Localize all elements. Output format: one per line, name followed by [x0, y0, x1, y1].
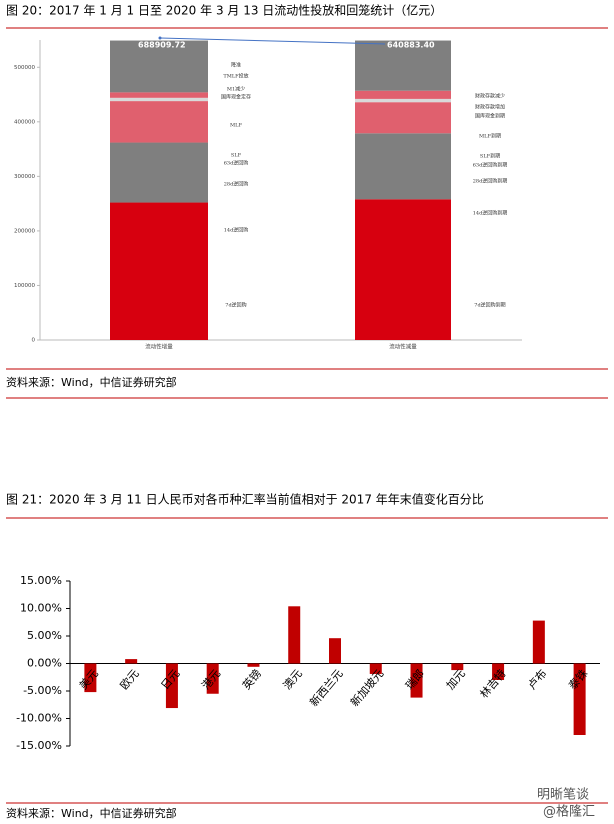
x-tick-label: 瑞郎 — [402, 666, 427, 692]
y-tick-label: 500000 — [14, 65, 35, 71]
bar-segment — [355, 133, 451, 200]
x-tick-label: 港元 — [199, 667, 223, 692]
bar-annotation: 国库现金定存 — [221, 94, 251, 101]
bar-segment — [110, 202, 208, 340]
bar-annotation: MLF到期 — [479, 133, 501, 140]
y-tick-label: 0 — [32, 338, 36, 344]
bar — [410, 663, 423, 698]
bar-annotation: 财政存款增加 — [475, 104, 505, 111]
bar-annotation: 63d逆回购到期 — [473, 162, 508, 169]
y-tick-label: 5.00% — [27, 629, 62, 642]
bar-annotation: 14d逆回购到期 — [473, 210, 508, 217]
y-tick-label: -5.00% — [23, 684, 62, 697]
x-tick-label: 欧元 — [118, 667, 142, 692]
figure-title: 图 21：2020 年 3 月 11 日人民币对各币种汇率当前值相对于 2017… — [6, 492, 484, 507]
x-tick-label: 澳元 — [281, 667, 305, 692]
bar-annotation: TMLF投放 — [223, 73, 248, 80]
bar — [206, 663, 219, 694]
bar-annotation: 财政存款减少 — [475, 93, 505, 100]
bar-annotation: SLF — [231, 153, 242, 159]
bar — [369, 663, 382, 674]
bar — [247, 663, 260, 667]
x-tick-label: 日元 — [158, 667, 182, 692]
x-tick-label: 卢布 — [525, 667, 549, 692]
bar — [329, 638, 341, 664]
y-tick-label: 400000 — [14, 119, 35, 125]
bar-segment — [355, 102, 451, 134]
bar-annotation: 降准 — [231, 62, 241, 69]
bar — [573, 663, 586, 735]
bar-annotation: 7d逆回购 — [225, 302, 246, 309]
bar-annotation: 7d逆回购到期 — [474, 302, 505, 309]
bar — [288, 606, 301, 664]
x-tick-label: 新西兰元 — [307, 666, 346, 709]
y-tick-label: -10.00% — [16, 712, 62, 725]
bar-segment — [355, 98, 451, 103]
x-tick-label: 泰铢 — [565, 666, 590, 692]
bar — [165, 663, 178, 709]
bar-segment — [110, 92, 208, 98]
watermark: 明晰笔谈 — [537, 787, 589, 803]
x-tick-label: 新加坡元 — [347, 666, 386, 709]
y-tick-label: 15.00% — [20, 574, 62, 587]
bar-segment — [110, 97, 208, 102]
bar-annotation: 28d逆回购 — [224, 181, 249, 188]
bar-annotation: 28d逆回购到期 — [473, 178, 508, 185]
bar-segment — [355, 199, 451, 340]
bar-annotation: SLF到期 — [480, 153, 500, 160]
x-tick-label: 加元 — [444, 667, 468, 692]
y-tick-label: 200000 — [14, 228, 35, 234]
bar — [84, 663, 97, 693]
bar-annotation: 63d逆回购 — [224, 160, 249, 167]
y-tick-label: 300000 — [14, 174, 35, 180]
bar-annotation: MLF — [230, 123, 242, 129]
arrow — [159, 37, 386, 45]
x-tick-label: 流动性减量 — [389, 343, 417, 351]
total-label: 640883.40 — [387, 41, 435, 50]
bar-annotation: 国库现金到期 — [475, 113, 505, 120]
y-tick-label: 100000 — [14, 283, 35, 289]
y-tick-label: 0.00% — [27, 657, 62, 670]
bar-segment — [110, 40, 208, 93]
x-tick-label: 流动性增量 — [145, 343, 173, 351]
arrow-head — [158, 36, 162, 40]
bar-segment — [110, 101, 208, 143]
figure-title: 图 20：2017 年 1 月 1 日至 2020 年 3 月 13 日流动性投… — [6, 3, 442, 18]
bar-annotation: M1减少 — [227, 86, 245, 93]
total-label: 688909.72 — [138, 41, 186, 50]
x-tick-label: 英镑 — [239, 666, 264, 692]
source: 资料来源：Wind，中信证券研究部 — [6, 375, 177, 389]
bar — [125, 659, 138, 664]
bar-annotation: 14d逆回购 — [224, 227, 249, 234]
bar — [532, 620, 545, 664]
bar-segment — [355, 90, 451, 99]
y-tick-label: -15.00% — [16, 739, 62, 752]
x-tick-label: 美元 — [77, 667, 101, 692]
bar — [451, 663, 464, 671]
y-tick-label: 10.00% — [20, 602, 62, 615]
bar — [492, 663, 505, 680]
bar-segment — [355, 40, 451, 91]
source: 资料来源：Wind，中信证券研究部 — [6, 806, 177, 820]
bar-segment — [110, 142, 208, 203]
watermark: @格隆汇 — [543, 804, 595, 820]
